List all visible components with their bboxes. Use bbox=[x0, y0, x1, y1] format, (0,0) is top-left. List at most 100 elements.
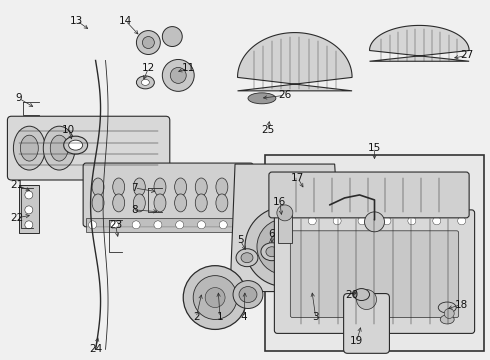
Circle shape bbox=[433, 217, 441, 225]
Ellipse shape bbox=[174, 194, 187, 212]
Text: 16: 16 bbox=[273, 197, 287, 207]
Circle shape bbox=[257, 219, 313, 275]
Text: 22: 22 bbox=[10, 213, 24, 223]
Ellipse shape bbox=[133, 194, 146, 212]
Circle shape bbox=[458, 217, 466, 225]
Text: 13: 13 bbox=[70, 15, 83, 26]
Circle shape bbox=[383, 217, 391, 225]
Text: 12: 12 bbox=[142, 63, 155, 73]
Circle shape bbox=[197, 221, 205, 229]
Text: 4: 4 bbox=[241, 312, 247, 323]
Text: 26: 26 bbox=[278, 90, 292, 100]
Circle shape bbox=[89, 221, 97, 229]
Ellipse shape bbox=[248, 93, 276, 104]
Circle shape bbox=[25, 221, 33, 229]
Bar bbox=[19, 185, 39, 233]
Circle shape bbox=[110, 221, 119, 229]
Text: 1: 1 bbox=[217, 312, 223, 323]
Text: 15: 15 bbox=[368, 143, 381, 153]
Ellipse shape bbox=[92, 194, 104, 212]
Circle shape bbox=[183, 266, 247, 329]
Ellipse shape bbox=[113, 194, 124, 212]
Text: 11: 11 bbox=[182, 63, 195, 73]
Ellipse shape bbox=[261, 243, 283, 261]
Ellipse shape bbox=[216, 178, 228, 196]
Ellipse shape bbox=[142, 80, 149, 85]
Bar bbox=[265, 155, 484, 351]
Ellipse shape bbox=[266, 247, 278, 257]
Circle shape bbox=[25, 191, 33, 199]
Ellipse shape bbox=[354, 289, 369, 301]
Ellipse shape bbox=[64, 136, 88, 154]
Circle shape bbox=[136, 31, 160, 54]
Ellipse shape bbox=[233, 280, 263, 309]
Text: 18: 18 bbox=[455, 300, 468, 310]
Ellipse shape bbox=[113, 178, 124, 196]
FancyBboxPatch shape bbox=[269, 172, 469, 218]
Circle shape bbox=[277, 205, 293, 221]
Text: 5: 5 bbox=[237, 235, 244, 245]
FancyBboxPatch shape bbox=[7, 116, 170, 180]
FancyBboxPatch shape bbox=[83, 163, 253, 227]
Circle shape bbox=[171, 67, 186, 84]
Text: 21: 21 bbox=[10, 180, 24, 190]
FancyBboxPatch shape bbox=[274, 210, 475, 333]
Text: 25: 25 bbox=[261, 125, 274, 135]
Ellipse shape bbox=[438, 302, 456, 313]
Text: 19: 19 bbox=[350, 336, 363, 346]
Text: 20: 20 bbox=[345, 289, 358, 300]
Ellipse shape bbox=[237, 194, 248, 212]
Circle shape bbox=[269, 231, 301, 263]
Circle shape bbox=[333, 217, 341, 225]
Ellipse shape bbox=[69, 140, 83, 150]
Text: 3: 3 bbox=[313, 312, 319, 323]
Circle shape bbox=[154, 221, 162, 229]
Circle shape bbox=[219, 221, 227, 229]
Text: 6: 6 bbox=[269, 229, 275, 239]
Circle shape bbox=[193, 276, 237, 319]
Ellipse shape bbox=[239, 287, 257, 302]
Text: 24: 24 bbox=[89, 345, 102, 354]
Circle shape bbox=[132, 221, 140, 229]
Polygon shape bbox=[230, 164, 343, 292]
Bar bbox=[278, 215, 292, 243]
Text: 27: 27 bbox=[461, 50, 474, 60]
Text: 7: 7 bbox=[131, 183, 138, 193]
Circle shape bbox=[162, 27, 182, 46]
Circle shape bbox=[245, 207, 325, 287]
Text: 9: 9 bbox=[16, 93, 22, 103]
Polygon shape bbox=[369, 26, 469, 61]
Circle shape bbox=[358, 217, 366, 225]
Circle shape bbox=[205, 288, 225, 307]
Ellipse shape bbox=[195, 194, 207, 212]
Circle shape bbox=[176, 221, 184, 229]
FancyBboxPatch shape bbox=[290, 231, 459, 318]
Circle shape bbox=[25, 206, 33, 214]
Circle shape bbox=[283, 217, 292, 225]
Text: 17: 17 bbox=[291, 173, 304, 183]
Circle shape bbox=[444, 309, 454, 319]
Circle shape bbox=[143, 37, 154, 49]
Ellipse shape bbox=[174, 178, 187, 196]
Ellipse shape bbox=[133, 178, 146, 196]
Ellipse shape bbox=[237, 178, 248, 196]
Ellipse shape bbox=[154, 194, 166, 212]
Ellipse shape bbox=[43, 126, 75, 170]
Ellipse shape bbox=[241, 253, 253, 263]
Circle shape bbox=[241, 221, 249, 229]
Ellipse shape bbox=[92, 178, 104, 196]
Circle shape bbox=[408, 217, 416, 225]
Ellipse shape bbox=[236, 249, 258, 267]
Text: 2: 2 bbox=[193, 312, 199, 323]
Ellipse shape bbox=[136, 76, 154, 89]
Ellipse shape bbox=[50, 135, 68, 161]
FancyBboxPatch shape bbox=[343, 293, 390, 353]
Ellipse shape bbox=[195, 178, 207, 196]
Text: 8: 8 bbox=[131, 205, 138, 215]
Ellipse shape bbox=[21, 135, 38, 161]
Text: 10: 10 bbox=[62, 125, 75, 135]
Ellipse shape bbox=[216, 194, 228, 212]
Polygon shape bbox=[238, 33, 352, 91]
Bar bbox=[86, 218, 250, 232]
Circle shape bbox=[365, 212, 385, 232]
